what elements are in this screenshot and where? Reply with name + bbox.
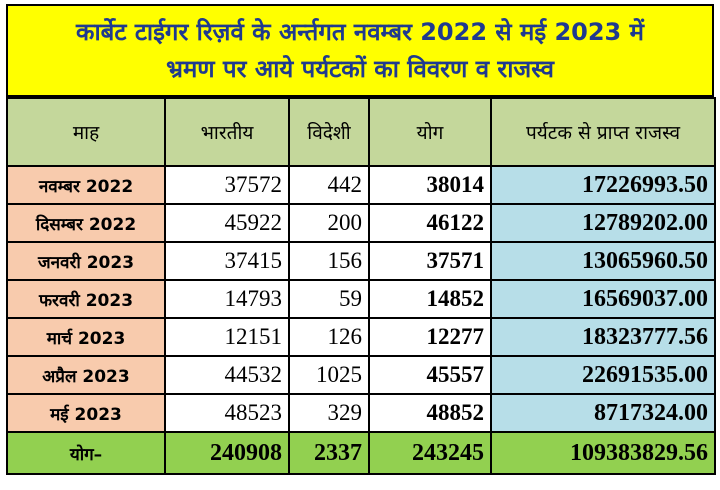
footer-total: 243245 [368, 431, 492, 475]
header-total: योग [368, 97, 492, 167]
month-cell: दिसम्बर 2022 [6, 203, 166, 243]
foreign-cell: 1025 [288, 355, 370, 395]
header-month: माह [6, 97, 166, 167]
month-cell: मई 2023 [6, 393, 166, 433]
indian-cell: 14793 [164, 279, 290, 319]
table-row: नवम्बर 2022 37572 442 38014 17226993.50 [6, 165, 716, 205]
title-line-1: कार्बेट टाईगर रिज़र्व के अर्न्तगत नवम्बर… [76, 17, 644, 46]
footer-indian: 240908 [164, 431, 290, 475]
total-cell: 38014 [368, 165, 492, 205]
table-row: मार्च 2023 12151 126 12277 18323777.56 [6, 317, 716, 357]
revenue-cell: 18323777.56 [490, 317, 716, 357]
revenue-cell: 13065960.50 [490, 241, 716, 281]
month-cell: अप्रैल 2023 [6, 355, 166, 395]
total-cell: 45557 [368, 355, 492, 395]
table-row: दिसम्बर 2022 45922 200 46122 12789202.00 [6, 203, 716, 243]
visitor-revenue-table: माह भारतीय विदेशी योग पर्यटक से प्राप्त … [6, 97, 716, 475]
title-line-2: भ्रमण पर आये पर्यटकों का विवरण व राजस्व [166, 54, 554, 83]
indian-cell: 37572 [164, 165, 290, 205]
header-revenue: पर्यटक से प्राप्त राजस्व [490, 97, 716, 167]
table-row: अप्रैल 2023 44532 1025 45557 22691535.00 [6, 355, 716, 395]
indian-cell: 45922 [164, 203, 290, 243]
revenue-cell: 12789202.00 [490, 203, 716, 243]
total-cell: 46122 [368, 203, 492, 243]
month-cell: नवम्बर 2022 [6, 165, 166, 205]
total-cell: 14852 [368, 279, 492, 319]
month-cell: जनवरी 2023 [6, 241, 166, 281]
indian-cell: 37415 [164, 241, 290, 281]
footer-label: योग– [6, 431, 166, 475]
foreign-cell: 156 [288, 241, 370, 281]
footer-foreign: 2337 [288, 431, 370, 475]
revenue-cell: 22691535.00 [490, 355, 716, 395]
table-row: जनवरी 2023 37415 156 37571 13065960.50 [6, 241, 716, 281]
foreign-cell: 200 [288, 203, 370, 243]
header-row: माह भारतीय विदेशी योग पर्यटक से प्राप्त … [6, 97, 716, 167]
header-indian: भारतीय [164, 97, 290, 167]
revenue-cell: 16569037.00 [490, 279, 716, 319]
month-cell: फरवरी 2023 [6, 279, 166, 319]
total-row: योग– 240908 2337 243245 109383829.56 [6, 431, 716, 475]
indian-cell: 44532 [164, 355, 290, 395]
revenue-cell: 17226993.50 [490, 165, 716, 205]
indian-cell: 48523 [164, 393, 290, 433]
revenue-cell: 8717324.00 [490, 393, 716, 433]
month-cell: मार्च 2023 [6, 317, 166, 357]
foreign-cell: 59 [288, 279, 370, 319]
footer-revenue: 109383829.56 [490, 431, 716, 475]
foreign-cell: 442 [288, 165, 370, 205]
header-foreign: विदेशी [288, 97, 370, 167]
table-row: फरवरी 2023 14793 59 14852 16569037.00 [6, 279, 716, 319]
foreign-cell: 329 [288, 393, 370, 433]
foreign-cell: 126 [288, 317, 370, 357]
total-cell: 37571 [368, 241, 492, 281]
report-container: कार्बेट टाईगर रिज़र्व के अर्न्तगत नवम्बर… [6, 4, 716, 475]
table-row: मई 2023 48523 329 48852 8717324.00 [6, 393, 716, 433]
indian-cell: 12151 [164, 317, 290, 357]
total-cell: 12277 [368, 317, 492, 357]
report-title: कार्बेट टाईगर रिज़र्व के अर्न्तगत नवम्बर… [6, 4, 714, 97]
total-cell: 48852 [368, 393, 492, 433]
